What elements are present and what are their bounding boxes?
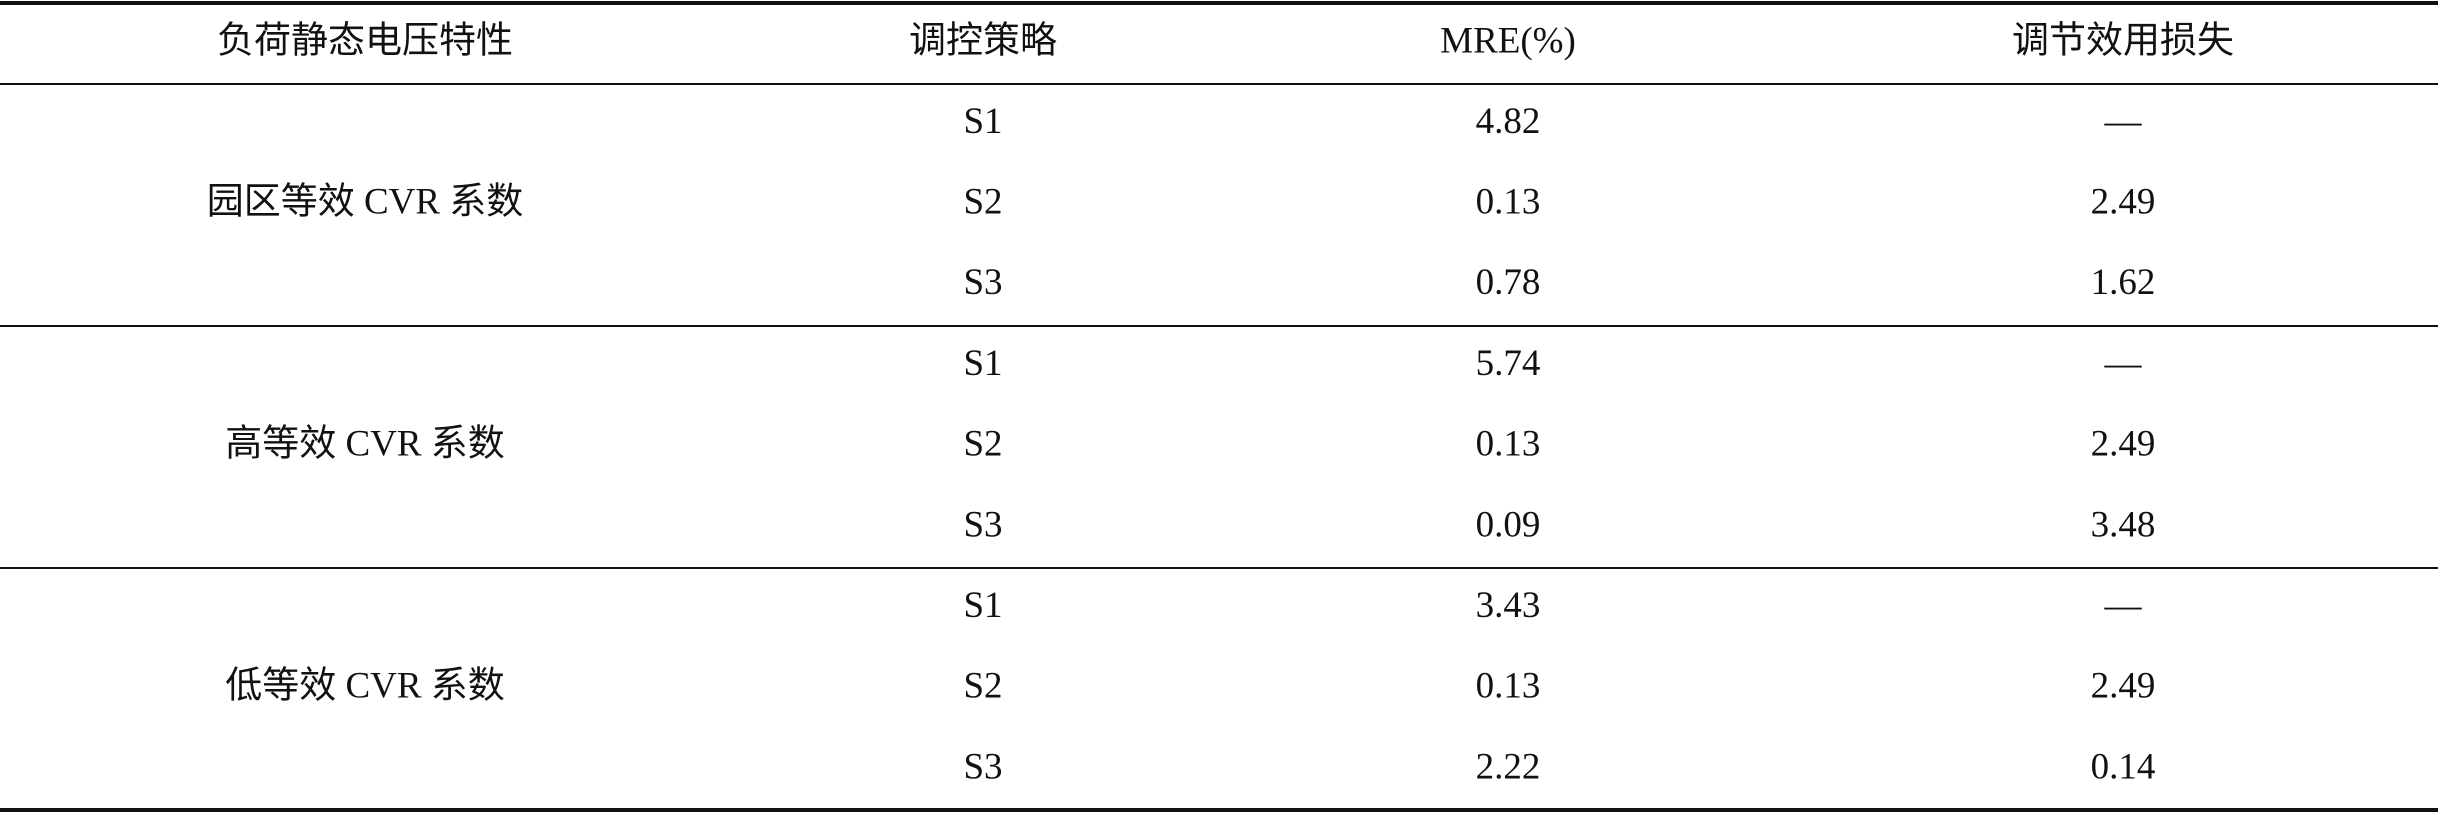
group-label: 低等效 CVR 系数 <box>225 665 505 707</box>
cell: S2 <box>963 424 1002 465</box>
group-label: 高等效 CVR 系数 <box>225 423 505 465</box>
cell: S2 <box>963 182 1002 223</box>
cell: 2.49 <box>2091 182 2156 223</box>
header-cell: 调控策略 <box>909 19 1057 61</box>
header-cell: 负荷静态电压特性 <box>217 19 513 61</box>
cell: 1.62 <box>2091 262 2156 303</box>
group-label: 园区等效 CVR 系数 <box>207 181 524 223</box>
cell: 0.09 <box>1476 504 1541 545</box>
header-cell: MRE(%) <box>1440 20 1576 61</box>
cell: 0.13 <box>1476 424 1541 465</box>
cell: — <box>2104 585 2143 626</box>
cell: — <box>2104 101 2143 142</box>
cell: 2.49 <box>2091 424 2156 465</box>
cell: 0.13 <box>1476 666 1541 707</box>
cell: S3 <box>963 746 1002 787</box>
cell: — <box>2104 343 2143 384</box>
cell: 5.74 <box>1476 343 1541 384</box>
cell: 0.78 <box>1476 262 1541 303</box>
cell: 3.43 <box>1476 585 1541 626</box>
cell: 4.82 <box>1476 101 1541 142</box>
cell: S1 <box>963 343 1002 384</box>
cell: S3 <box>963 504 1002 545</box>
cell: 2.49 <box>2091 666 2156 707</box>
cell: 2.22 <box>1476 746 1541 787</box>
cell: S1 <box>963 585 1002 626</box>
cell: S3 <box>963 262 1002 303</box>
cell: 0.14 <box>2091 746 2156 787</box>
cell: S1 <box>963 101 1002 142</box>
header-cell: 调节效用损失 <box>2012 19 2234 61</box>
cell: 0.13 <box>1476 182 1541 223</box>
cell: 3.48 <box>2091 504 2156 545</box>
cell: S2 <box>963 666 1002 707</box>
